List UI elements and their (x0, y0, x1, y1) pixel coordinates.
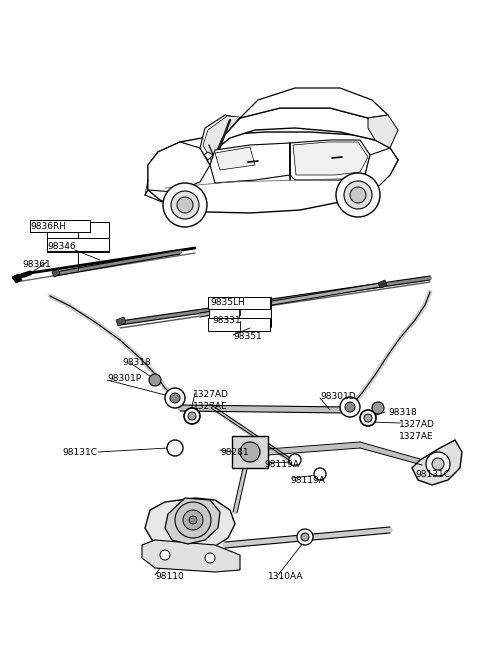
Text: 1327AD: 1327AD (399, 420, 435, 429)
Text: 1310AA: 1310AA (268, 572, 303, 581)
Circle shape (344, 181, 372, 209)
Polygon shape (12, 274, 22, 283)
Text: 9835LH: 9835LH (210, 298, 245, 307)
Text: 98318: 98318 (388, 408, 417, 417)
Circle shape (189, 516, 197, 524)
Polygon shape (293, 142, 368, 175)
Text: 98110: 98110 (155, 572, 184, 581)
Circle shape (345, 402, 355, 412)
Bar (208, 297, 270, 309)
Polygon shape (165, 498, 220, 544)
Polygon shape (368, 115, 398, 148)
Circle shape (171, 191, 199, 219)
Polygon shape (412, 440, 462, 485)
Text: 98361: 98361 (22, 260, 51, 269)
Text: 98331: 98331 (212, 316, 241, 325)
Circle shape (167, 440, 183, 456)
Text: 98131C: 98131C (415, 470, 450, 479)
Circle shape (432, 458, 444, 470)
Circle shape (297, 529, 313, 545)
Text: 98131C: 98131C (62, 448, 97, 457)
Text: 1327AE: 1327AE (399, 432, 433, 441)
Polygon shape (215, 147, 255, 170)
Circle shape (163, 183, 207, 227)
Text: 1327AE: 1327AE (193, 402, 228, 411)
Circle shape (289, 454, 301, 466)
Circle shape (314, 468, 326, 480)
Circle shape (183, 510, 203, 530)
Polygon shape (204, 152, 213, 160)
Circle shape (170, 393, 180, 403)
Polygon shape (145, 498, 235, 552)
Circle shape (350, 187, 366, 203)
Circle shape (336, 173, 380, 217)
Circle shape (426, 452, 450, 476)
Text: 9836RH: 9836RH (30, 222, 66, 231)
Text: 98301P: 98301P (107, 374, 141, 383)
Polygon shape (52, 269, 60, 277)
Polygon shape (378, 280, 387, 288)
Circle shape (240, 442, 260, 462)
Polygon shape (240, 88, 388, 118)
Text: 98301D: 98301D (320, 392, 356, 401)
Text: 1327AD: 1327AD (193, 390, 229, 399)
Bar (47, 238, 109, 251)
Circle shape (301, 533, 309, 541)
Polygon shape (210, 143, 290, 183)
Polygon shape (200, 115, 240, 165)
Circle shape (188, 412, 196, 420)
Polygon shape (142, 540, 240, 572)
Polygon shape (148, 142, 210, 192)
Circle shape (364, 414, 372, 422)
Polygon shape (203, 116, 240, 162)
Circle shape (149, 374, 161, 386)
Circle shape (372, 402, 384, 414)
Polygon shape (116, 317, 126, 326)
Text: 98119A: 98119A (290, 476, 325, 485)
Polygon shape (365, 148, 398, 190)
Text: 98119A: 98119A (264, 460, 299, 469)
Text: 98351: 98351 (233, 332, 262, 341)
Circle shape (340, 397, 360, 417)
Polygon shape (148, 132, 398, 213)
Text: 98281: 98281 (220, 448, 249, 457)
Circle shape (177, 197, 193, 213)
Bar (232, 436, 268, 468)
Circle shape (205, 553, 215, 563)
Bar (30, 220, 90, 232)
Bar (47, 222, 109, 252)
Polygon shape (210, 108, 388, 165)
Circle shape (360, 410, 376, 426)
Circle shape (165, 388, 185, 408)
Text: 98318: 98318 (122, 358, 151, 367)
Text: 98346: 98346 (47, 242, 76, 251)
Bar (209, 297, 271, 327)
Bar (208, 318, 270, 331)
Circle shape (184, 408, 200, 424)
Polygon shape (290, 140, 370, 180)
Circle shape (175, 502, 211, 538)
Circle shape (160, 550, 170, 560)
